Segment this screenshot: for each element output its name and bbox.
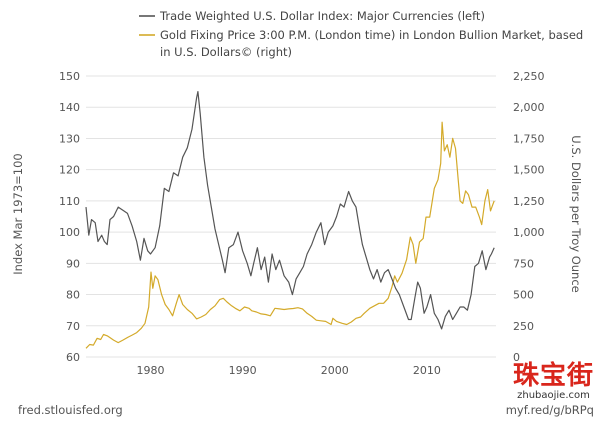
right-tick-label: 1,000	[513, 226, 545, 239]
left-tick-label: 60	[66, 351, 80, 364]
right-tick-label: 750	[513, 257, 534, 270]
right-tick-label: 1,750	[513, 132, 545, 145]
right-tick-label: 0	[513, 351, 520, 364]
left-tick-label: 80	[66, 289, 80, 302]
x-tick-label: 2010	[413, 364, 441, 377]
left-tick-label: 140	[59, 101, 80, 114]
right-tick-label: 2,000	[513, 101, 545, 114]
right-axis-ticks: 0 250 500 750 1,000 1,250 1,500 1,750 2,000 2,250	[513, 70, 545, 364]
right-tick-label: 250	[513, 320, 534, 333]
right-tick-label: 500	[513, 289, 534, 302]
left-tick-label: 100	[59, 226, 80, 239]
x-tick-label: 1990	[229, 364, 257, 377]
grid	[86, 75, 496, 358]
left-tick-label: 90	[66, 257, 80, 270]
source-credit: fred.stlouisfed.org	[18, 403, 123, 417]
right-axis-title: U.S. Dollars per Troy Ounce	[569, 135, 583, 292]
legend-label-gold-price: Gold Fixing Price 3:00 P.M. (London time…	[160, 28, 583, 59]
legend: Trade Weighted U.S. Dollar Index: Major …	[139, 9, 583, 59]
source-short-link: myf.red/g/bRPq	[505, 403, 594, 417]
left-axis-title: Index Mar 1973=100	[11, 153, 25, 275]
right-tick-label: 1,500	[513, 164, 545, 177]
watermark-logo-text: 珠宝街	[512, 361, 594, 391]
series-line-dollar-index	[85, 91, 495, 330]
left-tick-label: 150	[59, 70, 80, 83]
left-tick-label: 110	[59, 195, 80, 208]
watermark-domain: zhubaojie.com	[517, 390, 590, 401]
right-tick-label: 2,250	[513, 70, 545, 83]
series-line-gold-price	[85, 121, 495, 349]
legend-label-dollar-index: Trade Weighted U.S. Dollar Index: Major …	[159, 9, 485, 23]
chart: Trade Weighted U.S. Dollar Index: Major …	[11, 9, 583, 377]
series-lines	[85, 91, 495, 349]
x-tick-label: 2000	[321, 364, 349, 377]
left-tick-label: 70	[66, 320, 80, 333]
left-axis-ticks: 60 70 80 90 100 110 120 130 140 150	[59, 70, 80, 364]
left-tick-label: 120	[59, 164, 80, 177]
left-tick-label: 130	[59, 132, 80, 145]
watermark: 珠宝街 zhubaojie.com	[513, 362, 594, 402]
right-tick-label: 1,250	[513, 195, 545, 208]
x-tick-label: 1980	[136, 364, 164, 377]
x-axis-ticks: 1980 1990 2000 2010	[136, 364, 440, 377]
